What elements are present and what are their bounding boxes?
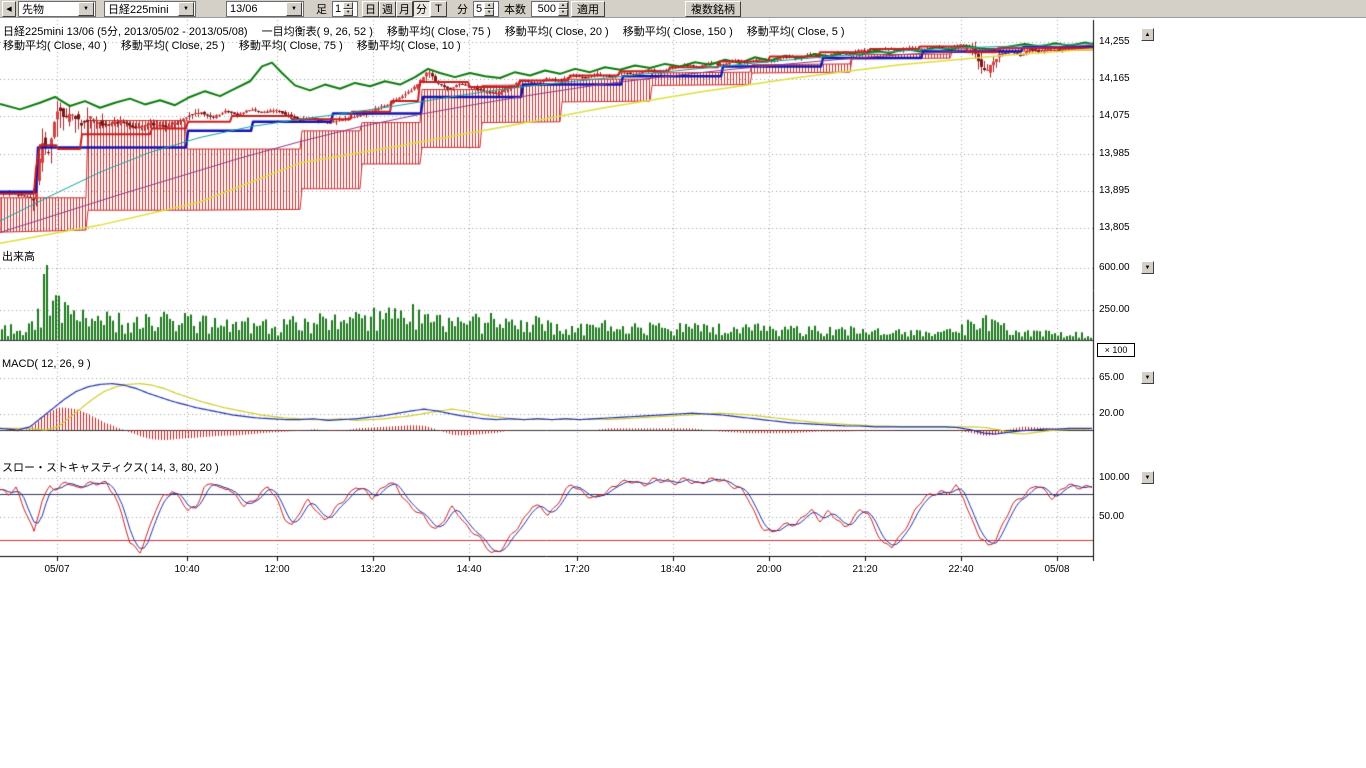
spin-down-icon[interactable]: ▼ — [343, 9, 353, 16]
multiple-symbols-button[interactable]: 複数銘柄 — [685, 1, 741, 17]
bar-count-stepper[interactable]: 500 ▲ ▼ — [531, 1, 569, 17]
period-button-group: 日 週 月 分 T — [362, 1, 447, 17]
bar-type-label: 足 — [316, 1, 327, 17]
instrument-type-value: 先物 — [19, 1, 78, 17]
chevron-down-icon[interactable]: ▼ — [286, 2, 302, 16]
spin-down-icon[interactable]: ▼ — [558, 9, 568, 16]
price-chart-canvas[interactable] — [0, 0, 1366, 600]
price-pane-scroll-up-button[interactable]: ▲ — [1141, 28, 1154, 41]
instrument-select[interactable]: 日経225mini ▼ — [104, 1, 196, 17]
period-button-minute[interactable]: 分 — [413, 1, 430, 17]
minute-interval-stepper[interactable]: 5 ▲ ▼ — [473, 1, 499, 17]
period-button-week[interactable]: 週 — [379, 1, 396, 17]
scroll-left-button[interactable]: ◀ — [2, 1, 16, 17]
chevron-down-icon[interactable]: ▼ — [78, 2, 94, 16]
volume-pane-scroll-down-button[interactable]: ▼ — [1141, 261, 1154, 274]
spin-down-icon[interactable]: ▼ — [484, 9, 494, 16]
minute-unit-label: 分 — [457, 1, 468, 17]
apply-button[interactable]: 適用 — [571, 1, 605, 17]
spin-up-icon[interactable]: ▲ — [484, 2, 494, 9]
period-button-month[interactable]: 月 — [396, 1, 413, 17]
minute-interval-value: 5 — [474, 2, 484, 16]
instrument-type-select[interactable]: 先物 ▼ — [18, 1, 96, 17]
toolbar: ◀ 先物 ▼ 日経225mini ▼ 13/06 ▼ 足 1 ▲ ▼ 日 週 月… — [0, 0, 1366, 18]
bar-interval-stepper[interactable]: 1 ▲ ▼ — [332, 1, 358, 17]
bar-interval-value: 1 — [333, 2, 343, 16]
stoch-pane-scroll-down-button[interactable]: ▼ — [1141, 471, 1154, 484]
bar-count-value: 500 — [532, 2, 558, 16]
period-button-tick[interactable]: T — [430, 1, 447, 17]
contract-month-value: 13/06 — [227, 3, 286, 15]
period-button-day[interactable]: 日 — [362, 1, 379, 17]
scroll-left-icon: ◀ — [6, 5, 11, 13]
instrument-value: 日経225mini — [105, 1, 178, 17]
macd-pane-scroll-down-button[interactable]: ▼ — [1141, 371, 1154, 384]
spin-up-icon[interactable]: ▲ — [343, 2, 353, 9]
chevron-down-icon[interactable]: ▼ — [178, 2, 194, 16]
bar-count-label: 本数 — [504, 1, 526, 17]
spin-up-icon[interactable]: ▲ — [558, 2, 568, 9]
contract-month-select[interactable]: 13/06 ▼ — [226, 1, 304, 17]
trading-chart-window: { "icons": { "dropdown_arrow": "▼", "spi… — [0, 0, 1366, 768]
